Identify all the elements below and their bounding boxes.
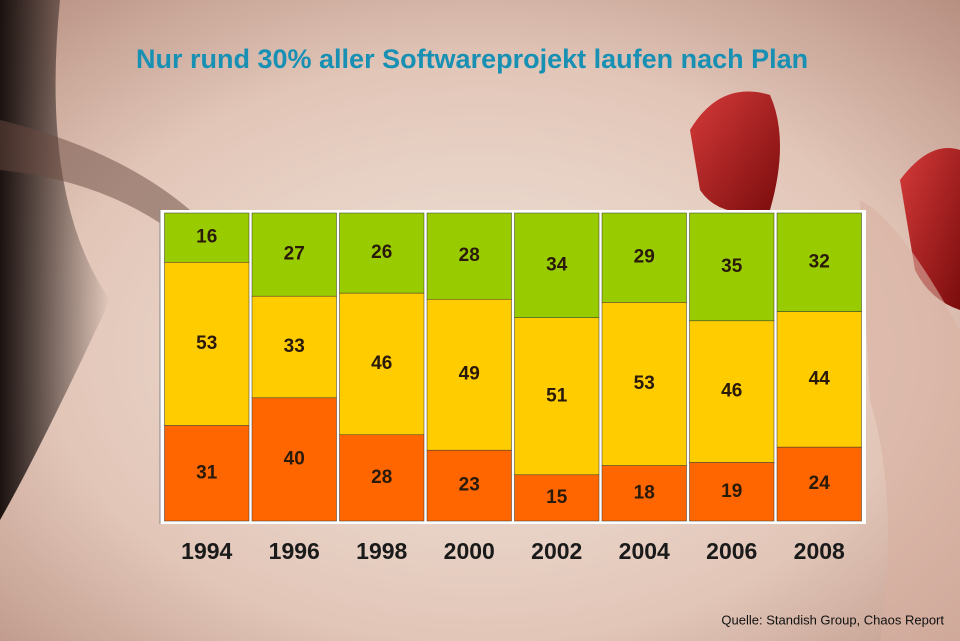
data-label: 31 [196,462,218,483]
bar-segment [251,295,337,399]
data-label: 16 [196,227,217,248]
bar-segment [251,397,337,522]
data-label: 40 [284,448,305,469]
data-label: 46 [371,353,392,374]
data-label: 18 [634,482,655,503]
bar-segment [426,449,512,522]
bar-segment [164,212,250,263]
bar-segment [426,212,512,300]
bar-segment [514,212,600,318]
x-tick-label: 1996 [269,538,320,564]
data-label: 29 [634,247,655,268]
data-label: 49 [459,364,480,385]
bar-segment [514,317,600,476]
x-tick-label: 2000 [444,538,495,564]
x-tick-label: 2004 [619,538,670,564]
bar-segment [339,292,425,436]
bar-segment [164,262,250,426]
data-label: 27 [284,244,305,265]
x-tick-label: 1998 [356,538,407,564]
data-label: 32 [809,251,830,272]
bar-segment [514,474,600,522]
chart-title: Nur rund 30% aller Softwareprojekt laufe… [136,44,808,74]
bar-segment [601,465,687,522]
plot-area: 31 53 16 1994 40 33 27 1996 28 46 26 1998 23 49 28 2000… [164,212,862,564]
bar-segment [601,212,687,303]
bar-segment [251,212,337,297]
data-label: 26 [371,242,392,263]
bar-segment [339,434,425,522]
bar-segment [776,212,862,312]
x-tick-label: 1994 [181,538,232,564]
bar-segment [689,212,775,322]
x-tick-label: 2006 [706,538,757,564]
bar-segment [689,320,775,463]
data-label: 28 [371,467,392,488]
data-label: 15 [546,487,568,508]
bar-segment [601,302,687,466]
data-label: 24 [809,473,831,494]
data-label: 46 [721,381,742,402]
bar-segment [776,446,862,522]
bar-segment [164,425,250,522]
data-label: 35 [721,256,743,277]
bar-segment [776,311,862,448]
bar-segment [339,212,425,294]
data-label: 19 [721,481,742,502]
data-label: 51 [546,385,568,406]
x-tick-label: 2002 [531,538,582,564]
data-label: 53 [634,373,655,394]
data-label: 44 [809,368,831,389]
data-label: 53 [196,333,217,354]
bar-segment [426,298,512,451]
data-label: 28 [459,245,480,266]
data-label: 23 [459,475,480,496]
data-label: 34 [546,254,568,275]
source-note: Quelle: Standish Group, Chaos Report [721,612,944,627]
data-label: 33 [284,336,305,357]
x-tick-label: 2008 [794,538,845,564]
